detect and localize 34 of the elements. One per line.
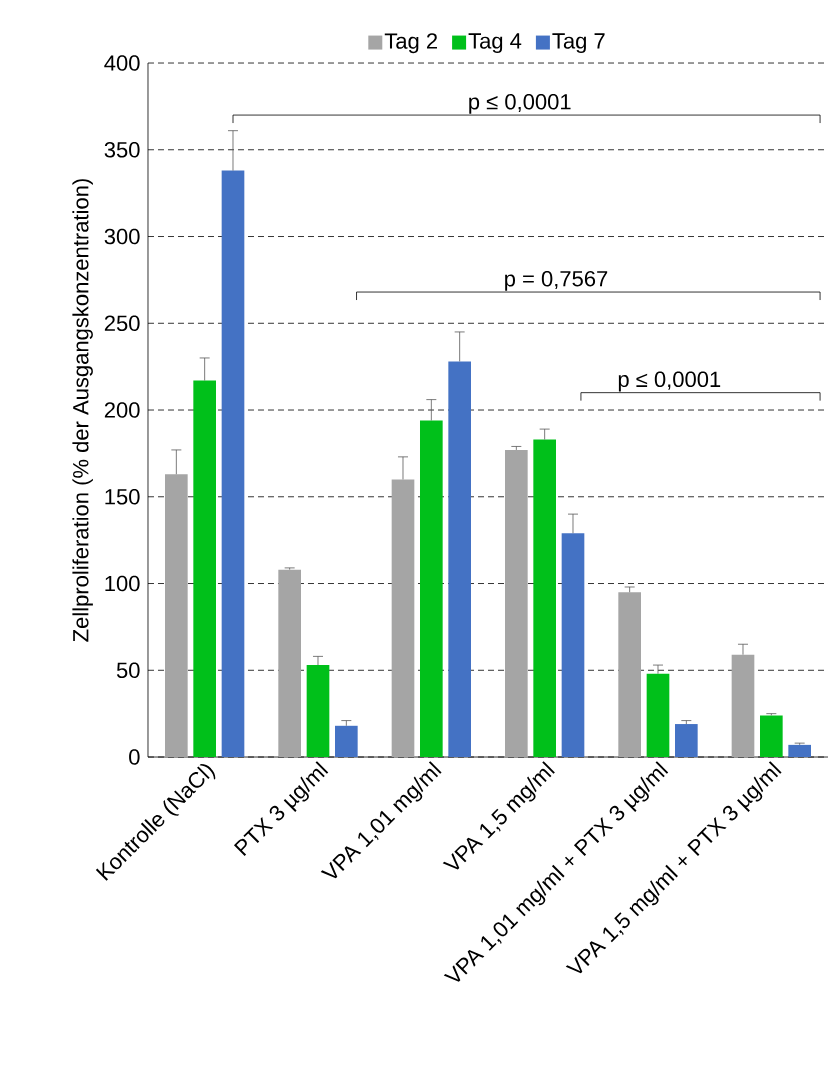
bar [448,361,471,758]
bar [335,725,358,758]
y-tick-label: 350 [104,141,140,158]
bar [675,724,698,758]
bar [618,592,641,758]
y-tick-label: 300 [104,228,140,245]
y-tick-label: 0 [129,749,140,765]
bar [391,479,415,758]
bar [278,569,301,758]
bar [561,533,585,758]
bar [788,744,811,758]
annotation: p ≤ 0,0001 [469,93,571,114]
bar [193,380,216,758]
annotation: p ≤ 0,0001 [618,371,721,392]
bar [731,654,755,758]
bar [760,715,783,758]
bar [165,474,188,758]
y-tick-label: 250 [104,315,140,332]
y-tick-label: 400 [104,55,140,71]
bar [221,170,245,758]
bar [533,439,556,758]
y-tick-label: 100 [105,575,140,592]
bar [646,673,670,758]
legend-label: Tag 2 [384,33,437,54]
legend-label: Tag 7 [552,33,605,54]
y-tick-label: 200 [104,402,140,418]
bar [306,665,330,758]
y-axis-title: Zellproliferation (% der Ausgangskonzentration) [72,179,93,642]
y-tick-label: 150 [105,488,140,505]
bar [505,449,528,758]
legend-label: Tag 4 [468,33,522,54]
bar [420,420,443,758]
y-tick-label: 50 [116,662,140,679]
annotation: p = 0,7567 [505,270,608,291]
